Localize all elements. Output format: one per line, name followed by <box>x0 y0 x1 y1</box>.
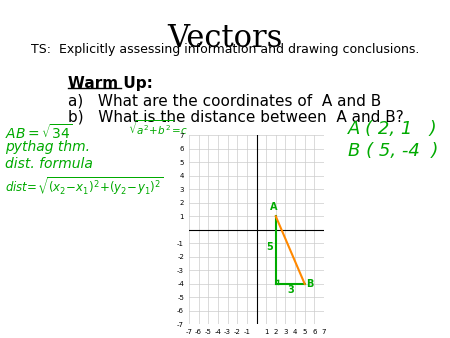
Text: B ( 5, -4  ): B ( 5, -4 ) <box>348 142 438 160</box>
Text: pythag thm.: pythag thm. <box>5 140 90 154</box>
Text: $dist\!=\!\sqrt{(x_2\!-\!x_1)^2\!+\!(y_2\!-\!y_1)^2}$: $dist\!=\!\sqrt{(x_2\!-\!x_1)^2\!+\!(y_2… <box>5 176 163 198</box>
Text: 5: 5 <box>266 242 274 252</box>
Text: a)   What are the coordinates of  A and B: a) What are the coordinates of A and B <box>68 93 381 108</box>
Text: TS:  Explicitly assessing information and drawing conclusions.: TS: Explicitly assessing information and… <box>31 43 419 56</box>
Text: $AB = \sqrt{34}$: $AB = \sqrt{34}$ <box>5 123 73 142</box>
Text: $\sqrt{a^2\!+\!b^2}\!=\!c$: $\sqrt{a^2\!+\!b^2}\!=\!c$ <box>128 118 189 137</box>
Text: A ( 2, 1   ): A ( 2, 1 ) <box>348 120 437 138</box>
Text: A: A <box>270 201 278 212</box>
Text: Vectors: Vectors <box>167 23 283 54</box>
Text: Warm Up:: Warm Up: <box>68 76 153 91</box>
Text: B: B <box>306 279 314 289</box>
Text: b)   What is the distance between  A and B?: b) What is the distance between A and B? <box>68 110 404 125</box>
Text: 3: 3 <box>287 285 293 295</box>
Text: dist. formula: dist. formula <box>5 157 93 171</box>
